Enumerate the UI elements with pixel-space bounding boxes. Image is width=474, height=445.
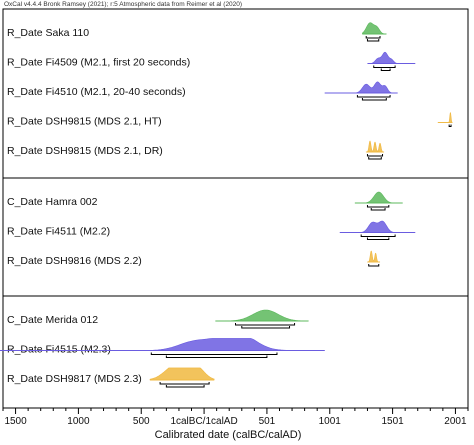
date-row: R_Date Fi4509 (M2.1, first 20 seconds) <box>7 51 416 71</box>
row-label: R_Date Fi4510 (M2.1, 20-40 seconds) <box>7 86 186 98</box>
row-label: R_Date DSH9816 (MDS 2.2) <box>7 255 142 267</box>
x-tick-label: 1001 <box>319 416 342 427</box>
x-tick-label: 1calBC/1calAD <box>170 416 237 427</box>
range-bracket <box>366 39 380 42</box>
chart-header: OxCal v4.4.4 Bronk Ramsey (2021); r:5 At… <box>4 1 242 8</box>
range-bracket <box>365 36 381 39</box>
posterior-distribution <box>324 81 398 94</box>
range-bracket <box>165 385 205 388</box>
row-label: R_Date Fi4511 (M2.2) <box>7 226 110 238</box>
x-tick-label: 500 <box>133 416 150 427</box>
date-row: R_Date DSH9815 (MDS 2.1, DR) <box>7 140 385 160</box>
posterior-distribution <box>215 309 309 322</box>
date-row: C_Date Hamra 002 <box>7 191 403 211</box>
posterior-distribution <box>365 140 385 153</box>
row-label: R_Date DSH9815 (MDS 2.1, HT) <box>7 116 162 128</box>
range-bracket <box>150 352 278 355</box>
posterior-distribution <box>149 367 215 381</box>
range-bracket <box>368 264 380 267</box>
range-bracket <box>370 208 386 211</box>
posterior-distribution <box>437 112 453 123</box>
x-tick-label: 501 <box>259 416 276 427</box>
posterior-distribution <box>367 250 381 263</box>
row-label: R_Date Saka 110 <box>7 27 89 39</box>
range-bracket <box>366 205 390 208</box>
range-bracket <box>165 355 268 358</box>
plot-border <box>2 8 469 409</box>
row-label: R_Date Fi4509 (M2.1, first 20 seconds) <box>7 57 190 69</box>
range-bracket <box>235 323 296 326</box>
range-bracket <box>360 234 396 237</box>
x-axis-title: Calibrated date (calBC/calAD) <box>155 429 302 441</box>
date-row: R_Date Saka 110 <box>7 22 387 42</box>
x-tick-label: 1500 <box>4 416 27 427</box>
x-tick-label: 2001 <box>444 416 467 427</box>
row-label: C_Date Merida 012 <box>7 314 98 326</box>
range-bracket <box>366 237 390 240</box>
row-label: C_Date Hamra 002 <box>7 196 98 208</box>
posterior-distribution <box>354 191 403 204</box>
x-tick-label: 1501 <box>381 416 404 427</box>
range-bracket <box>241 326 291 329</box>
date-row: R_Date DSH9815 (MDS 2.1, HT) <box>7 112 453 128</box>
date-row: R_Date Fi4510 (M2.1, 20-40 seconds) <box>7 81 398 101</box>
range-bracket <box>159 382 210 385</box>
row-label: R_Date Fi4515 (M2.3) <box>7 344 111 356</box>
date-row: R_Date Fi4511 (M2.2) <box>7 220 416 240</box>
date-row: R_Date DSH9817 (MDS 2.3) <box>7 367 215 388</box>
row-label: R_Date DSH9817 (MDS 2.3) <box>7 373 142 385</box>
range-bracket <box>361 98 387 101</box>
row-label: R_Date DSH9815 (MDS 2.1, DR) <box>7 145 163 157</box>
date-row: C_Date Merida 012 <box>7 309 309 329</box>
date-row: R_Date DSH9816 (MDS 2.2) <box>7 250 381 267</box>
posterior-distribution <box>367 51 416 64</box>
posterior-distribution <box>0 338 325 351</box>
range-bracket <box>356 95 391 98</box>
range-bracket <box>373 65 396 68</box>
range-bracket <box>366 154 384 157</box>
posterior-distribution <box>362 22 387 35</box>
posterior-distribution <box>339 220 416 233</box>
range-bracket <box>368 157 382 160</box>
x-tick-label: 1000 <box>67 416 90 427</box>
range-bracket <box>448 124 452 127</box>
range-bracket <box>380 68 391 71</box>
date-row: R_Date Fi4515 (M2.3) <box>0 338 325 358</box>
